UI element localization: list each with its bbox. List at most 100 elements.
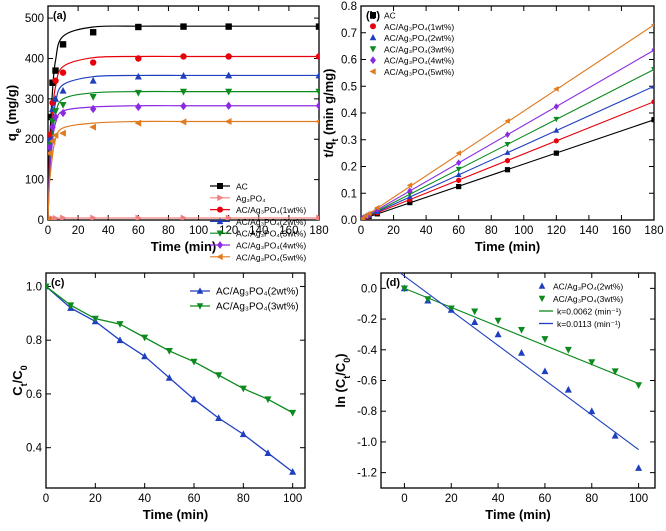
x-tick-label: 180 — [309, 225, 328, 237]
chart-panel-2: (b)0204060801001201401601800.00.10.20.30… — [321, 1, 664, 254]
legend-marker — [196, 303, 204, 310]
legend-marker — [538, 295, 546, 303]
data-point — [116, 321, 124, 328]
x-tick-label: 40 — [492, 493, 505, 505]
data-point — [553, 86, 559, 92]
series-2 — [361, 99, 654, 220]
y-tick-label: 0.5 — [341, 81, 357, 93]
data-point — [89, 76, 97, 84]
data-point — [48, 113, 53, 121]
x-tick-label: 80 — [485, 225, 498, 237]
legend-marker — [216, 230, 224, 237]
legend: AC/Ag₃PO₄(2wt%) AC/Ag₃PO₄(3wt%) k=0.0062 (… — [538, 282, 623, 329]
x-axis-label: Time (min) — [475, 239, 541, 254]
fit-line-2 — [399, 273, 639, 451]
legend-marker — [217, 241, 223, 249]
x-tick-label: 180 — [644, 225, 663, 237]
data-point — [67, 302, 75, 310]
data-point — [456, 183, 462, 190]
legend-label: AC/Ag₃PO₄(2wt%) — [384, 33, 454, 43]
data-point — [225, 23, 232, 30]
data-point — [541, 336, 549, 343]
data-point — [264, 449, 272, 456]
data-point — [504, 118, 510, 124]
data-point — [635, 382, 643, 389]
data-point — [59, 69, 67, 76]
data-point — [239, 430, 247, 438]
y-tick-label: 0.8 — [26, 335, 42, 347]
legend-marker — [538, 282, 546, 289]
y-tick-label: 200 — [25, 134, 44, 146]
x-tick-label: 80 — [162, 225, 175, 237]
fit-curve — [48, 120, 319, 220]
x-tick-label: 120 — [219, 225, 238, 237]
data-point — [588, 359, 596, 366]
data-point — [504, 167, 511, 173]
legend-marker — [216, 217, 224, 225]
y-tick-label: 0.1 — [341, 188, 357, 200]
plot-frame — [45, 272, 306, 489]
legend-label: AC/Ag₃PO₄(3wt%) — [553, 294, 623, 304]
data-point — [225, 53, 232, 60]
data-point — [89, 123, 97, 131]
data-point — [456, 177, 462, 184]
x-tick-label: 100 — [189, 225, 208, 237]
legend-label: AC/Ag₃PO₄(1wt%) — [384, 22, 454, 32]
data-point — [315, 101, 319, 110]
legend-label: AC/Ag₃PO₄(5wt%) — [236, 252, 306, 262]
y-tick-label: 0.6 — [26, 389, 42, 401]
x-axis-label: Time (min) — [485, 507, 551, 522]
data-point — [315, 88, 319, 96]
legend-marker — [217, 194, 224, 202]
data-point — [52, 95, 60, 102]
data-point — [190, 395, 198, 403]
data-point — [315, 53, 319, 60]
data-point — [651, 83, 654, 89]
legend-label: k=0.0113 (min⁻¹) — [557, 319, 621, 329]
legend-label: AC/Ag₃PO₄(4wt%) — [236, 241, 306, 251]
x-tick-label: 20 — [387, 225, 400, 237]
data-point — [456, 159, 462, 167]
x-tick-label: 40 — [102, 225, 115, 237]
x-tick-label: 20 — [89, 493, 102, 505]
data-point — [651, 99, 654, 105]
data-point — [471, 308, 479, 316]
y-tick-label: -0.6 — [357, 376, 377, 388]
legend-label: Ag₃PO₄ — [236, 193, 266, 203]
data-point — [455, 171, 462, 178]
y-tick-label: 0.3 — [341, 135, 357, 147]
data-point — [190, 358, 198, 366]
panel-label: (c) — [51, 277, 65, 289]
data-point — [59, 102, 67, 109]
fit-curve — [48, 74, 319, 220]
plot-area — [48, 23, 319, 220]
legend-label: AC/Ag₃PO₄(2wt%) — [553, 282, 623, 292]
y-tick-label: 400 — [25, 53, 44, 65]
plot-frame — [380, 272, 656, 489]
series-2 — [46, 283, 297, 417]
data-point — [225, 88, 233, 96]
data-point — [89, 93, 97, 101]
legend-marker — [216, 253, 223, 261]
data-point — [564, 346, 572, 354]
x-tick-label: 40 — [138, 493, 151, 505]
data-point — [316, 214, 319, 220]
y-axis-label: t/qt (min g/mg) — [321, 69, 340, 158]
data-point — [225, 101, 232, 110]
data-point — [49, 79, 56, 86]
data-point — [224, 117, 232, 125]
data-point — [52, 77, 59, 84]
data-point — [541, 367, 549, 375]
data-point — [141, 334, 149, 342]
data-point — [504, 149, 511, 155]
data-point — [611, 431, 619, 439]
y-tick-label: 0.6 — [341, 55, 357, 67]
x-tick-label: 0 — [401, 493, 407, 505]
series-7 — [48, 117, 319, 220]
legend-label: AC/Ag₃PO₄(3wt%) — [384, 44, 454, 54]
data-point — [165, 373, 173, 381]
series-4 — [361, 67, 654, 220]
data-point — [588, 407, 596, 415]
data-point — [52, 108, 60, 115]
